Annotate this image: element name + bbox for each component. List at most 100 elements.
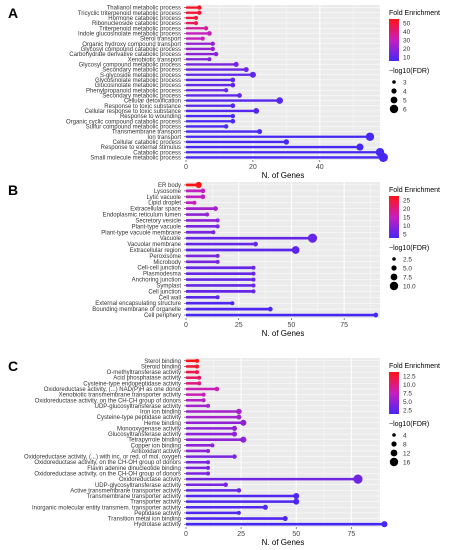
panel-label: A: [8, 5, 18, 21]
color-legend-title: Fold Enrichment: [389, 363, 440, 370]
size-legend-dot: [392, 257, 396, 261]
bar-point: [253, 241, 258, 247]
bar-point: [257, 129, 263, 135]
y-tick-label: Cell junction: [148, 289, 181, 295]
bar-point: [210, 46, 215, 52]
y-tick-label: Transmembrane transporter activity: [87, 494, 181, 500]
y-tick-label: Lytic vacuole: [147, 195, 182, 201]
bar-point: [200, 188, 206, 194]
color-legend-tick: 20: [403, 46, 411, 53]
y-tick-label: Response to external stimulus: [101, 145, 181, 151]
y-tick-label: UDP-glucosyltransferase activity: [95, 404, 181, 410]
y-tick-label: Copper ion binding: [131, 443, 181, 449]
x-axis-label: N. of Genes: [262, 329, 305, 338]
y-tick-label: Catabolic process: [133, 150, 181, 156]
y-tick-label: Acid phosphatase activity: [113, 376, 181, 382]
y-tick-label: Vacuole: [160, 236, 182, 242]
bar-point: [197, 381, 202, 386]
x-tick-label: 20: [249, 164, 257, 171]
y-tick-label: Response to toxic substance: [104, 104, 181, 110]
color-legend-tick: 15: [403, 215, 411, 222]
bar-point: [207, 31, 212, 36]
y-tick-label: Oxidoreductase activity, on the CH-OH gr…: [34, 460, 181, 466]
bar-point: [276, 97, 283, 104]
color-legend-tick: 5.0: [403, 399, 412, 406]
bar-point: [206, 471, 211, 476]
plot-background: [186, 358, 380, 527]
y-tick-label: Cell-cell junction: [137, 266, 181, 272]
y-tick-label: S-glycoside metabolic process: [100, 73, 181, 79]
x-axis-label: N. of Genes: [262, 171, 305, 180]
bar-point: [293, 498, 300, 505]
bar-point: [215, 253, 220, 258]
y-tick-label: External encapsulating structure: [95, 301, 181, 307]
y-tick-label: Organic hydroxy compound transport: [82, 42, 181, 48]
size-legend-dot: [391, 441, 397, 447]
x-tick-label: 0: [184, 531, 188, 538]
bar-point: [197, 5, 202, 10]
y-tick-label: Secretory vesicle: [135, 218, 181, 224]
bar-point: [197, 375, 202, 380]
y-tick-label: Glycosyl compound metabolic process: [79, 62, 181, 68]
color-legend-bar: [389, 19, 399, 61]
y-tick-label: Secondary metabolic process: [102, 68, 181, 74]
bar-point: [206, 460, 211, 465]
bar-point: [262, 504, 268, 510]
size-legend-dot: [390, 96, 398, 104]
y-tick-label: Peroxisome: [149, 254, 181, 260]
y-tick-label: Cysteine-type endopeptidase activity: [83, 381, 181, 387]
y-tick-label: Ribonucleoside catabolic process: [92, 21, 181, 27]
bar-point: [192, 200, 197, 205]
size-legend-tick: 4: [403, 433, 407, 440]
bar-point: [378, 152, 388, 163]
color-legend-tick: 20: [403, 206, 411, 213]
size-legend-dot: [389, 104, 399, 114]
bar-point: [233, 61, 239, 67]
y-tick-label: Cellular catabolic process: [113, 140, 181, 146]
bar-point: [230, 118, 236, 124]
bar-point: [381, 521, 388, 528]
bar-point: [253, 108, 260, 114]
y-tick-label: Oxidoreductase activity, on the CH-CH gr…: [35, 398, 181, 404]
x-axis-label: N. of Genes: [262, 538, 305, 547]
bar-point: [213, 51, 219, 57]
bar-point: [251, 277, 256, 282]
y-tick-label: Transmembrane transport: [112, 130, 181, 136]
bar-point: [236, 510, 241, 515]
size-legend-tick: 16: [403, 460, 411, 467]
size-legend-tick: 7.5: [403, 275, 412, 282]
size-legend-dot: [391, 265, 397, 271]
y-tick-label: Xenobiotic transport: [128, 57, 182, 63]
y-tick-label: UDP-glycosyltransferase activity: [95, 483, 181, 489]
size-legend-dot: [391, 88, 397, 94]
bar-point: [215, 295, 220, 300]
bar-point: [236, 414, 242, 420]
x-tick-label: 50: [288, 322, 296, 329]
panel-label: C: [8, 358, 18, 374]
x-tick-label: 40: [316, 164, 324, 171]
y-tick-label: Glycosinolate metabolic process: [95, 78, 181, 84]
bar-point: [267, 306, 273, 312]
bar-point: [291, 246, 300, 254]
bar-point: [230, 82, 236, 88]
y-tick-label: Sulfur compound metabolic process: [86, 124, 181, 130]
bar-point: [282, 516, 288, 522]
size-legend-tick: 6: [403, 107, 407, 114]
bar-point: [195, 358, 200, 363]
y-tick-label: Triterpenoid metabolic process: [99, 26, 181, 32]
bar-point: [215, 224, 220, 229]
bar-point: [230, 103, 236, 109]
size-legend-dot: [390, 449, 398, 457]
bar-point: [251, 289, 256, 294]
y-tick-label: Inorganic molecular entity transmem. tra…: [32, 505, 181, 511]
color-legend-tick: 30: [403, 38, 411, 45]
y-tick-label: Cellular detoxification: [124, 99, 181, 105]
bar-point: [215, 259, 220, 264]
size-legend-dot: [389, 281, 399, 291]
y-tick-label: Oxidoreductase activity, on the CH-OH gr…: [34, 471, 181, 477]
size-legend-tick: 3: [403, 80, 407, 87]
bar-point: [206, 448, 211, 453]
bar-point: [205, 212, 210, 217]
y-tick-label: Endoplasmic reticulum lumen: [103, 213, 181, 219]
bar-point: [211, 230, 216, 235]
